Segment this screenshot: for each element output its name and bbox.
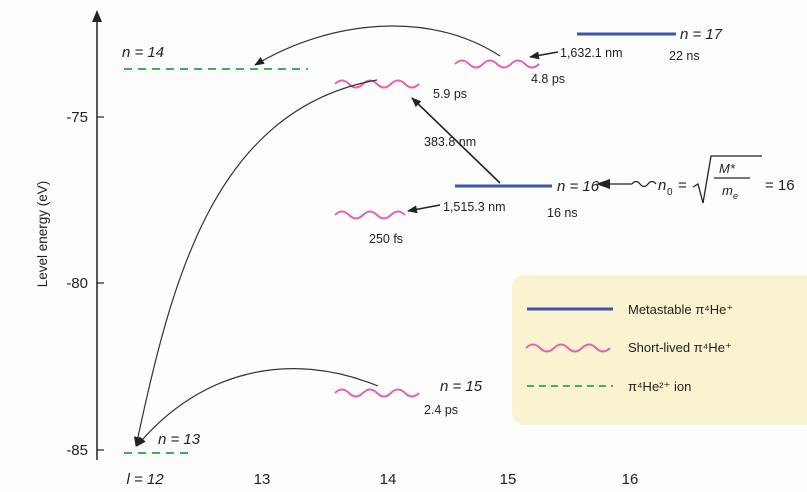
shortlived-level-n15 xyxy=(334,388,420,398)
level-label-n15: n = 15 xyxy=(440,378,483,395)
legend-label-ion: π⁴He²⁺ ion xyxy=(628,379,691,394)
annotation-16ns: 16 ns xyxy=(547,206,578,220)
y-axis-label: Level energy (eV) xyxy=(35,181,50,288)
formula-n: n xyxy=(658,177,666,194)
transition-arrow-15-to-13 xyxy=(136,368,379,447)
formula-equals: = xyxy=(678,177,687,194)
y-tick-label--80: -80 xyxy=(66,275,88,292)
annotation-4-8ps: 4.8 ps xyxy=(531,72,565,86)
legend-box xyxy=(512,275,807,425)
x-tick-label-12: l = 12 xyxy=(126,471,164,488)
formula-denominator: m xyxy=(722,183,733,198)
formula-numerator: M* xyxy=(719,161,736,176)
level-label-n13: n = 13 xyxy=(158,431,201,448)
y-axis-arrowhead xyxy=(92,10,102,22)
formula-n-subscript: 0 xyxy=(667,187,673,198)
transition-arrow-14-to-13 xyxy=(134,79,378,447)
y-tick-label--75: -75 xyxy=(66,109,88,126)
shortlived-level-15 xyxy=(454,59,540,69)
annotation-250fs: 250 fs xyxy=(369,232,403,246)
x-tick-label-14: 14 xyxy=(380,471,397,488)
formula-denominator-subscript: e xyxy=(733,191,738,201)
level-label-n14: n = 14 xyxy=(122,44,164,61)
formula-sqrt-sign xyxy=(692,155,762,204)
x-tick-label-15: 15 xyxy=(500,471,517,488)
formula-value: = 16 xyxy=(765,177,795,194)
pointer-arrow-1515nm xyxy=(407,204,441,214)
annotation-5-9ps: 5.9 ps xyxy=(433,87,467,101)
transition-arrow-17-to-14 xyxy=(254,25,501,66)
level-label-n16: n = 16 xyxy=(557,178,600,195)
annotation-383-8nm: 383.8 nm xyxy=(424,135,476,149)
x-tick-label-13: 13 xyxy=(254,471,271,488)
shortlived-level-14-lower xyxy=(334,210,406,220)
annotation-1515nm: 1,515.3 nm xyxy=(443,200,506,214)
annotation-2-4ps: 2.4 ps xyxy=(424,403,458,417)
formula-arrowhead xyxy=(596,179,610,189)
n0-formula: n 0 = M* m e = 16 xyxy=(596,155,795,204)
level-label-n17: n = 17 xyxy=(680,26,723,43)
legend-shortlived-swatch xyxy=(525,343,611,353)
x-tick-label-16: 16 xyxy=(622,471,639,488)
y-tick-label--85: -85 xyxy=(66,442,88,459)
pointer-arrow-1632nm xyxy=(529,51,559,60)
formula-wavy-arrow-line xyxy=(631,180,657,188)
annotation-22ns: 22 ns xyxy=(669,49,700,63)
legend-label-shortlived: Short-lived π⁴He⁺ xyxy=(628,340,732,355)
legend-label-metastable: Metastable π⁴He⁺ xyxy=(628,302,733,317)
shortlived-level-14 xyxy=(334,79,420,89)
transition-arrow-383nm xyxy=(411,97,501,184)
annotation-1632nm: 1,632.1 nm xyxy=(560,46,623,60)
